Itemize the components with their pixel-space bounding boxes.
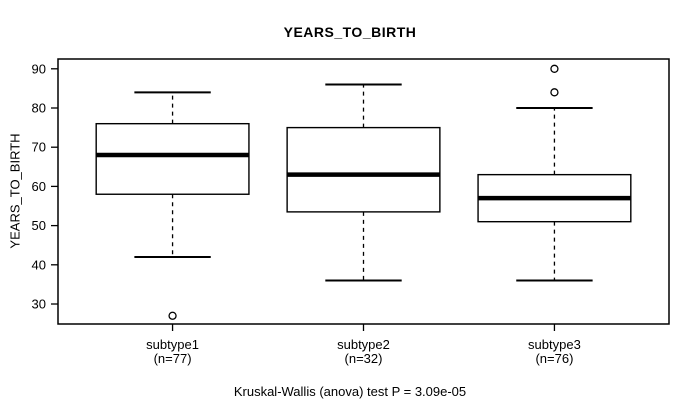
x-category-n-label: (n=77) — [154, 351, 192, 366]
y-axis-label: YEARS_TO_BIRTH — [7, 133, 23, 249]
plot-frame — [57, 58, 670, 325]
x-category-n-label: (n=32) — [345, 351, 383, 366]
iqr-box — [95, 122, 250, 195]
y-tick-label: 30 — [32, 297, 46, 312]
x-category-label: subtype1 — [146, 337, 199, 352]
y-tick-label: 80 — [32, 101, 46, 116]
y-tick-label: 60 — [32, 179, 46, 194]
y-tick-label: 90 — [32, 61, 46, 76]
y-tick-label: 50 — [32, 218, 46, 233]
x-category-label: subtype2 — [337, 337, 390, 352]
outlier-point — [550, 88, 559, 97]
outlier-point — [550, 64, 559, 73]
y-tick-label: 40 — [32, 257, 46, 272]
iqr-box — [286, 126, 441, 213]
x-category-n-label: (n=76) — [535, 351, 573, 366]
stat-test-footnote: Kruskal-Wallis (anova) test P = 3.09e-05 — [233, 384, 467, 399]
chart-title: YEARS_TO_BIRTH — [283, 24, 417, 40]
x-category-label: subtype3 — [528, 337, 581, 352]
outlier-point — [168, 311, 177, 320]
y-tick-label: 70 — [32, 140, 46, 155]
